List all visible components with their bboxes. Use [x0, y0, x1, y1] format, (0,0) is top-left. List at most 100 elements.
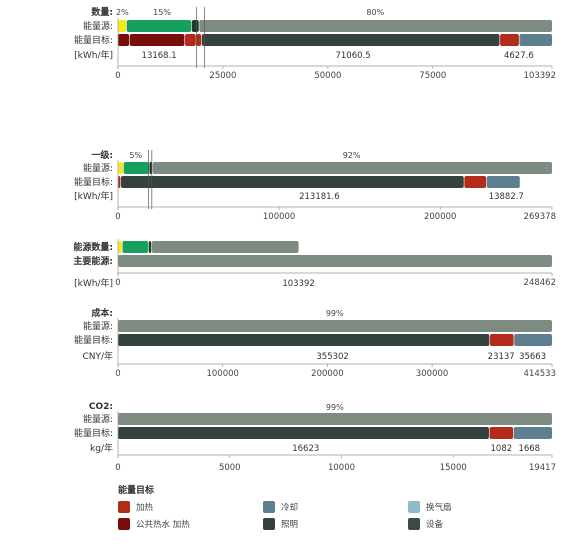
percent-label: 99%: [326, 403, 344, 412]
legend-swatch: [263, 501, 275, 513]
value-label: 35663: [519, 352, 546, 362]
bar-segment: [118, 413, 552, 425]
legend: 能量目标 加热 冷却 换气扇 公共热水 加热 照明 设备: [118, 483, 558, 531]
legend-swatch: [118, 501, 130, 513]
tick-label: 100000: [206, 369, 238, 379]
axis-max-label: 103392: [524, 71, 556, 81]
legend-item-fan: 换气扇: [408, 500, 553, 514]
bar-segment: [129, 34, 185, 46]
tick-label: 0: [115, 463, 120, 473]
value-label: 1668: [518, 444, 540, 454]
tick-label: 100000: [263, 212, 295, 222]
row-label: 能源数量:: [73, 241, 113, 253]
row-label: 能量目标:: [74, 427, 113, 439]
bar-segment: [191, 20, 199, 32]
legend-label: 加热: [136, 503, 154, 513]
legend-swatch: [263, 518, 275, 530]
bar-segment: [118, 176, 121, 188]
tick-label: 0: [115, 278, 120, 288]
unit-label: CNY/年: [82, 350, 113, 362]
legend-item-lighting: 照明: [263, 517, 408, 531]
tick-label: 200000: [424, 212, 456, 222]
axis-max-label: 248462: [524, 278, 556, 288]
legend-swatch: [408, 518, 420, 530]
value-label: 1082: [491, 444, 513, 454]
bar-segment: [152, 162, 552, 174]
legend-grid: 加热 冷却 换气扇 公共热水 加热 照明 设备: [118, 500, 558, 531]
legend-label: 公共热水 加热: [136, 520, 190, 530]
bar-segment: [185, 34, 196, 46]
bar-segment: [519, 34, 552, 46]
legend-swatch: [408, 501, 420, 513]
value-label: 4627.6: [504, 51, 534, 61]
row-label: 能量源:: [83, 413, 113, 425]
legend-item-heating: 加热: [118, 500, 263, 514]
bar-segment: [514, 334, 552, 346]
legend-label: 设备: [426, 520, 444, 530]
bar-segment: [118, 255, 552, 267]
bar-segment: [118, 20, 127, 32]
percent-label: 99%: [326, 309, 344, 318]
bar-segment: [196, 34, 202, 46]
tick-label: 0: [115, 212, 120, 222]
bar-segment: [201, 34, 500, 46]
row-label: 能量目标:: [74, 334, 113, 346]
value-label: 355302: [316, 352, 348, 362]
value-label: 213181.6: [299, 192, 340, 202]
bar-segment: [118, 427, 489, 439]
row-label: 能量源:: [83, 320, 113, 332]
percent-label: 5%: [129, 151, 142, 160]
percent-label: 2%: [116, 8, 129, 17]
bar-segment: [118, 320, 552, 332]
tick-label: 0: [115, 71, 120, 81]
chart-title: 一级:: [91, 149, 113, 161]
bar-segment: [500, 34, 519, 46]
bar-segment: [489, 334, 514, 346]
row-label: 主要能源:: [73, 255, 113, 267]
bar-segment: [118, 34, 130, 46]
value-label: 71060.5: [335, 51, 370, 61]
unit-label: [kWh/年]: [74, 190, 113, 202]
bar-segment: [489, 427, 514, 439]
bar-segment: [199, 20, 552, 32]
axis-max-label: 269378: [524, 212, 556, 222]
tick-label: 50000: [314, 71, 341, 81]
percent-label: 92%: [343, 151, 361, 160]
legend-label: 照明: [281, 520, 299, 530]
legend-label: 换气扇: [426, 503, 452, 513]
tick-label: 200000: [311, 369, 343, 379]
bar-segment: [118, 334, 490, 346]
bar-segment: [149, 162, 153, 174]
tick-label: 300000: [416, 369, 448, 379]
bar-segment: [120, 176, 464, 188]
legend-item-hot-water: 公共热水 加热: [118, 517, 263, 531]
legend-title: 能量目标: [118, 486, 155, 496]
axis-max-label: 414533: [524, 369, 556, 379]
tick-label: 5000: [219, 463, 241, 473]
legend-item-cooling: 冷却: [263, 500, 408, 514]
chart-title: 成本:: [91, 307, 113, 319]
chart-title: CO2:: [89, 402, 113, 412]
bar-segment: [486, 176, 520, 188]
unit-label: [kWh/年]: [74, 277, 113, 289]
legend-label: 冷却: [281, 503, 299, 513]
legend-swatch: [118, 518, 130, 530]
value-label: 16623: [292, 444, 319, 454]
unit-label: kg/年: [90, 442, 113, 454]
bar-segment: [118, 162, 124, 174]
unit-label: [kWh/年]: [74, 49, 113, 61]
row-label: 能量源:: [83, 20, 113, 32]
row-label: 能量源:: [83, 162, 113, 174]
bar-segment: [123, 162, 149, 174]
bar-segment: [151, 241, 299, 253]
value-label: 103392: [282, 279, 314, 289]
value-label: 13882.7: [489, 192, 524, 202]
chart-title: 数量:: [91, 6, 113, 18]
axis-max-label: 19417: [529, 463, 556, 473]
bar-segment: [148, 241, 152, 253]
tick-label: 10000: [328, 463, 355, 473]
tick-label: 25000: [209, 71, 236, 81]
value-label: 23137: [488, 352, 515, 362]
bar-segment: [126, 20, 192, 32]
